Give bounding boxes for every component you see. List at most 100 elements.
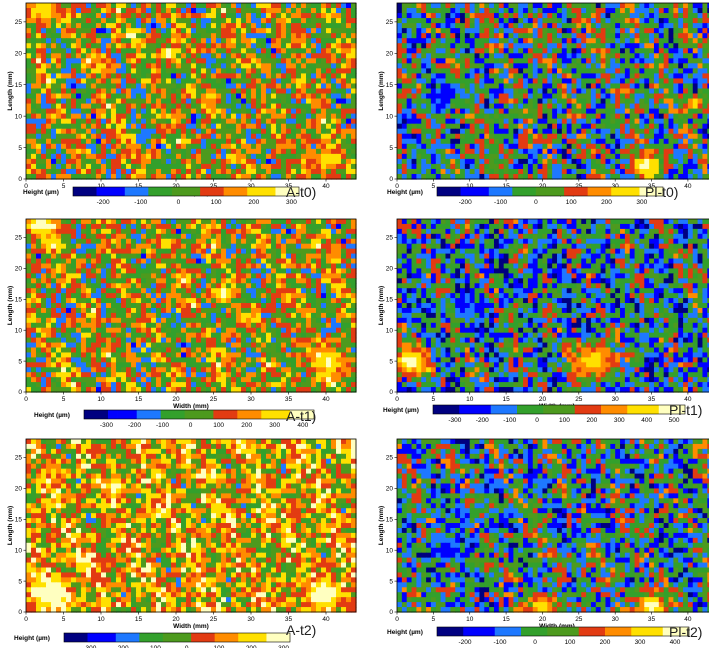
heatmap-cell [116, 158, 122, 165]
heatmap-cell [236, 168, 242, 175]
heatmap-cell [653, 138, 660, 145]
heatmap-cell [687, 63, 694, 69]
heatmap-cell [484, 53, 490, 59]
heatmap-cell [426, 173, 432, 180]
heatmap-cell [136, 28, 142, 34]
heatmap-cell [306, 53, 312, 59]
heatmap-cell [106, 138, 112, 145]
heatmap-cell [121, 23, 127, 29]
heatmap-cell [605, 128, 611, 135]
heatmap-cell [702, 53, 708, 59]
heatmap-cell [683, 58, 689, 64]
heatmap-cell [321, 143, 327, 150]
heatmap-cell [697, 83, 704, 90]
heatmap-cell [131, 63, 137, 69]
heatmap-cell [301, 38, 307, 44]
heatmap-cell [629, 3, 636, 9]
heatmap-cell [231, 168, 237, 175]
heatmap-cell [610, 43, 616, 49]
heatmap-cell [56, 223, 62, 230]
heatmap-cell [503, 93, 510, 100]
heatmap-cell [81, 88, 87, 95]
heatmap-cell [291, 128, 297, 135]
heatmap-cell [56, 128, 62, 135]
heatmap-cell [196, 108, 202, 115]
heatmap-cell [663, 83, 670, 90]
heatmap-cell [595, 143, 602, 150]
heatmap-cell [397, 78, 403, 85]
heatmap-cell [430, 173, 437, 180]
heatmap-cell [351, 138, 357, 145]
heatmap-cell [561, 108, 568, 115]
heatmap-cell [86, 128, 92, 135]
heatmap-cell [46, 228, 52, 235]
heatmap-cell [186, 143, 192, 150]
heatmap-cell [697, 78, 704, 85]
heatmap-cell [121, 133, 127, 140]
heatmap-cell [106, 93, 112, 100]
heatmap-cell [702, 73, 708, 80]
heatmap-cell [141, 173, 147, 180]
heatmap-cell [489, 53, 495, 59]
heatmap-cell [331, 23, 337, 29]
heatmap-cell [649, 168, 655, 175]
heatmap-cell [450, 43, 456, 49]
heatmap-cell [131, 228, 137, 235]
heatmap-cell [131, 13, 137, 19]
heatmap-cell [186, 33, 192, 39]
heatmap-cell [351, 28, 357, 34]
heatmap-cell [116, 228, 122, 235]
heatmap-cell [518, 83, 524, 90]
heatmap-cell [469, 133, 476, 140]
heatmap-cell [416, 13, 422, 19]
heatmap-cell [455, 138, 461, 145]
heatmap-cell [421, 78, 427, 85]
heatmap-cell [86, 163, 92, 170]
heatmap-cell [498, 88, 505, 95]
heatmap-cell [226, 133, 232, 140]
heatmap-cell [71, 83, 77, 90]
heatmap-cell [416, 68, 422, 74]
heatmap-cell [595, 168, 602, 175]
heatmap-cell [673, 108, 679, 115]
heatmap-cell [196, 63, 202, 69]
heatmap-cell [552, 168, 558, 175]
heatmap-cell [401, 123, 408, 130]
heatmap-cell [503, 133, 510, 140]
heatmap-cell [66, 219, 72, 225]
heatmap-cell [523, 63, 529, 69]
heatmap-cell [46, 173, 52, 180]
heatmap-cell [151, 133, 157, 140]
heatmap-cell [678, 38, 684, 44]
heatmap-cell [51, 43, 57, 49]
heatmap-cell [96, 163, 102, 170]
heatmap-cell [151, 93, 157, 100]
heatmap-cell [692, 143, 699, 150]
heatmap-cell [181, 153, 187, 160]
heatmap-cell [634, 158, 641, 165]
heatmap-cell [566, 98, 573, 105]
heatmap-cell [411, 38, 417, 44]
heatmap-cell [678, 78, 684, 85]
heatmap-cell [206, 153, 212, 160]
heatmap-cell [644, 118, 650, 125]
heatmap-cell [416, 148, 422, 155]
heatmap-cell [316, 53, 322, 59]
heatmap-cell [261, 168, 267, 175]
heatmap-cell [498, 128, 505, 135]
heatmap-cell [595, 48, 602, 54]
heatmap-cell [600, 148, 607, 155]
heatmap-cell [271, 48, 277, 54]
heatmap-cell [624, 53, 631, 59]
heatmap-cell [181, 123, 187, 130]
heatmap-cell [46, 68, 52, 74]
colorbar-segment [134, 187, 140, 196]
heatmap-cell [146, 38, 152, 44]
heatmap-cell [346, 58, 352, 64]
colorbar-segment [578, 187, 584, 196]
heatmap-cell [508, 118, 514, 125]
heatmap-cell [668, 143, 674, 150]
heatmap-cell [86, 43, 92, 49]
heatmap-cell [397, 23, 403, 29]
heatmap-cell [653, 18, 660, 24]
